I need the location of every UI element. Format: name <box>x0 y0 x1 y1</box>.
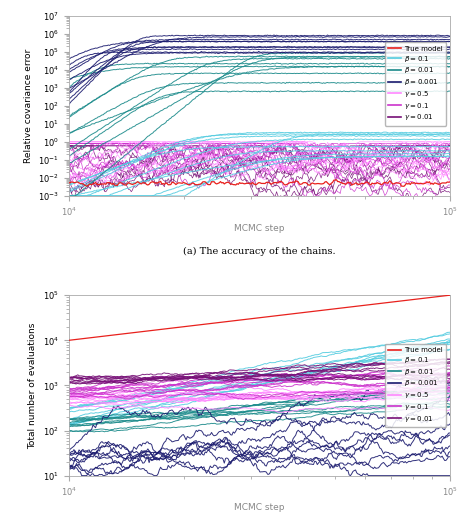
Legend: True model, $\beta = 0.1$, $\beta = 0.01$, $\beta = 0.001$, $\gamma = 0.5$, $\ga: True model, $\beta = 0.1$, $\beta = 0.01… <box>385 42 446 126</box>
Y-axis label: Total number of evaluations: Total number of evaluations <box>28 322 37 449</box>
Text: (a) The accuracy of the chains.: (a) The accuracy of the chains. <box>183 247 336 255</box>
Legend: True model, $\beta = 0.1$, $\beta = 0.01$, $\beta = 0.001$, $\gamma = 0.5$, $\ga: True model, $\beta = 0.1$, $\beta = 0.01… <box>385 344 446 427</box>
X-axis label: MCMC step: MCMC step <box>234 224 285 233</box>
X-axis label: MCMC step: MCMC step <box>234 504 285 512</box>
Y-axis label: Relative covariance error: Relative covariance error <box>23 49 33 163</box>
